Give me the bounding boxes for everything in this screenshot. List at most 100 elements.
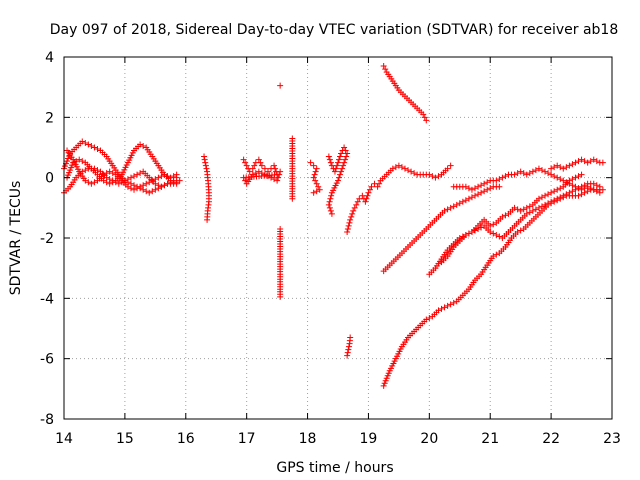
data-point	[545, 191, 552, 198]
data-point	[423, 316, 430, 323]
data-point	[468, 186, 475, 193]
data-point	[447, 162, 454, 169]
data-point	[548, 171, 555, 178]
data-point	[563, 179, 570, 186]
data-point	[493, 177, 500, 184]
data-point	[326, 198, 333, 205]
data-point	[347, 334, 354, 341]
data-point	[354, 198, 361, 205]
data-point	[572, 186, 579, 193]
data-point	[560, 192, 567, 199]
data-point	[158, 183, 165, 190]
data-point	[264, 173, 271, 180]
data-point	[535, 195, 542, 202]
data-point	[363, 195, 370, 202]
data-point	[249, 165, 256, 172]
data-point	[545, 200, 552, 207]
data-point	[551, 188, 558, 195]
data-point	[572, 159, 579, 166]
x-tick-label: 21	[481, 431, 499, 447]
data-point	[158, 173, 165, 180]
data-point	[563, 191, 570, 198]
data-point	[258, 170, 265, 177]
data-point	[514, 228, 521, 235]
data-point	[581, 158, 588, 165]
data-point	[76, 156, 83, 163]
data-point	[202, 159, 209, 166]
data-point	[271, 162, 278, 169]
data-point	[326, 156, 333, 163]
data-point	[351, 204, 358, 211]
data-point	[161, 182, 168, 189]
data-point	[327, 159, 334, 166]
data-point	[258, 162, 265, 169]
data-point	[325, 201, 332, 208]
data-point	[359, 192, 366, 199]
data-point	[64, 158, 71, 165]
data-point	[362, 198, 369, 205]
data-point	[490, 230, 497, 237]
data-point	[277, 293, 284, 300]
data-point	[551, 197, 558, 204]
data-point	[255, 156, 262, 163]
data-point	[465, 230, 472, 237]
data-point	[468, 228, 475, 235]
data-point	[599, 159, 606, 166]
data-point	[170, 179, 177, 186]
data-point	[313, 180, 320, 187]
data-point	[557, 185, 564, 192]
y-tick-label: -4	[40, 291, 54, 307]
data-point	[240, 156, 247, 163]
data-point	[496, 176, 503, 183]
data-point	[341, 159, 348, 166]
data-point	[444, 302, 451, 309]
data-point	[201, 153, 208, 160]
data-point	[421, 114, 428, 121]
data-point	[526, 170, 533, 177]
data-point	[82, 139, 89, 146]
data-point	[91, 179, 98, 186]
data-point	[242, 177, 249, 184]
data-point	[82, 177, 89, 184]
data-point	[272, 165, 279, 172]
data-point	[261, 171, 268, 178]
data-point	[333, 162, 340, 169]
data-point	[338, 150, 345, 157]
data-point	[131, 173, 138, 180]
data-point	[366, 186, 373, 193]
data-point	[551, 164, 558, 171]
data-point	[127, 185, 134, 192]
data-point	[344, 150, 351, 157]
data-point	[578, 191, 585, 198]
data-point	[578, 171, 585, 178]
data-point	[478, 182, 485, 189]
data-point	[328, 162, 335, 169]
x-tick-label: 20	[420, 431, 438, 447]
data-point	[275, 174, 282, 181]
data-point	[85, 141, 92, 148]
data-point	[538, 194, 545, 201]
x-axis-label: GPS time / hours	[276, 460, 393, 476]
data-point	[438, 305, 445, 312]
data-point	[94, 146, 101, 153]
data-point	[383, 375, 390, 382]
data-point	[161, 171, 168, 178]
y-tick-label: -8	[40, 412, 54, 428]
data-point	[487, 228, 494, 235]
data-point	[382, 377, 389, 384]
data-point	[593, 158, 600, 165]
data-point	[146, 179, 153, 186]
data-point	[380, 63, 387, 70]
data-point	[535, 204, 542, 211]
data-point	[478, 224, 485, 231]
data-point	[336, 174, 343, 181]
data-point	[432, 174, 439, 181]
data-point	[472, 185, 478, 192]
data-point	[127, 174, 134, 181]
data-point	[475, 183, 482, 190]
data-point	[575, 192, 582, 199]
data-point	[450, 203, 457, 210]
data-point	[563, 164, 570, 171]
data-point	[581, 189, 588, 196]
data-point	[342, 156, 349, 163]
